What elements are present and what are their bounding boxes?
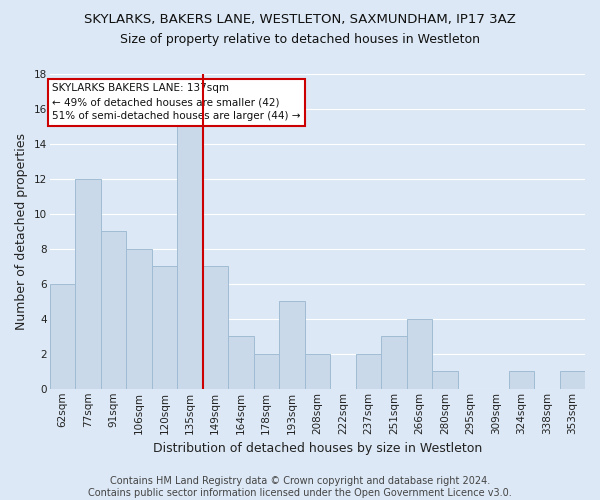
X-axis label: Distribution of detached houses by size in Westleton: Distribution of detached houses by size … — [152, 442, 482, 455]
Bar — [203, 266, 228, 389]
Bar — [407, 319, 432, 389]
Bar — [509, 372, 534, 389]
Bar — [432, 372, 458, 389]
Text: SKYLARKS BAKERS LANE: 137sqm
← 49% of detached houses are smaller (42)
51% of se: SKYLARKS BAKERS LANE: 137sqm ← 49% of de… — [52, 84, 301, 122]
Bar — [381, 336, 407, 389]
Bar — [279, 302, 305, 389]
Bar — [254, 354, 279, 389]
Bar — [50, 284, 75, 389]
Bar — [228, 336, 254, 389]
Bar — [101, 232, 126, 389]
Bar — [177, 126, 203, 389]
Bar — [560, 372, 585, 389]
Text: SKYLARKS, BAKERS LANE, WESTLETON, SAXMUNDHAM, IP17 3AZ: SKYLARKS, BAKERS LANE, WESTLETON, SAXMUN… — [84, 12, 516, 26]
Text: Contains HM Land Registry data © Crown copyright and database right 2024.
Contai: Contains HM Land Registry data © Crown c… — [88, 476, 512, 498]
Bar — [152, 266, 177, 389]
Bar — [75, 179, 101, 389]
Text: Size of property relative to detached houses in Westleton: Size of property relative to detached ho… — [120, 32, 480, 46]
Bar — [356, 354, 381, 389]
Bar — [305, 354, 330, 389]
Bar — [126, 249, 152, 389]
Y-axis label: Number of detached properties: Number of detached properties — [15, 133, 28, 330]
